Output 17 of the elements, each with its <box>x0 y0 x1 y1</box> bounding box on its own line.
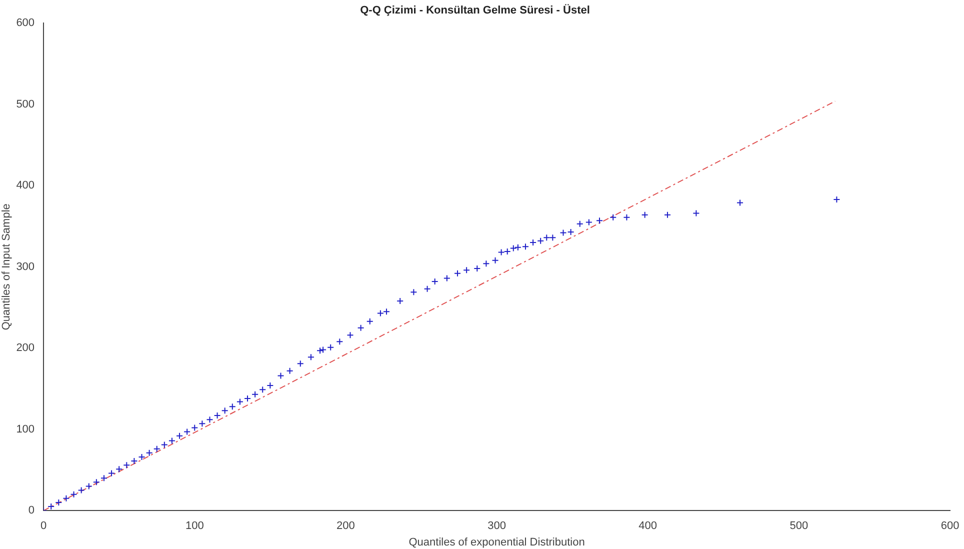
y-tick-label: 300 <box>16 260 35 273</box>
x-tick-label: 200 <box>336 520 355 532</box>
y-tick-label: 0 <box>28 504 35 517</box>
x-tick-label: 0 <box>40 520 47 532</box>
y-tick-label: 500 <box>16 98 35 110</box>
y-tick-label: 200 <box>16 342 35 354</box>
x-axis-title: Quantiles of exponential Distribution <box>408 536 585 548</box>
y-tick-label: 400 <box>16 180 35 192</box>
x-tick-label: 500 <box>790 520 808 532</box>
x-tick-label: 100 <box>185 520 204 532</box>
y-tick-label: 600 <box>16 17 35 30</box>
x-tick-label: 400 <box>638 520 658 532</box>
chart-title: Q-Q Çizimi - Konsültan Gelme Süresi - Üstel <box>360 4 590 17</box>
y-tick-label: 100 <box>16 423 35 436</box>
y-axis-title: Quantiles of Input Sample <box>0 204 13 330</box>
x-tick-label: 600 <box>940 520 960 532</box>
x-tick-label: 300 <box>488 520 506 532</box>
